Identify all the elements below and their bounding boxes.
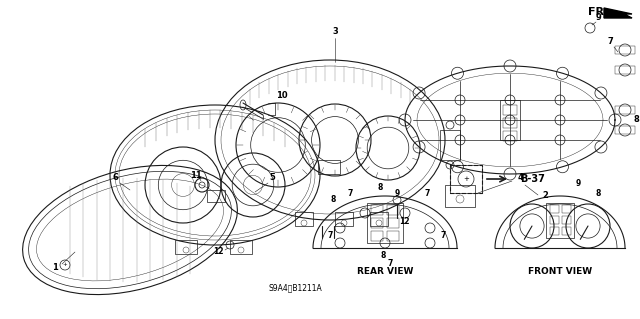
Bar bbox=[503, 131, 517, 141]
Text: +: + bbox=[463, 176, 469, 182]
Text: 10: 10 bbox=[276, 91, 288, 100]
Bar bbox=[445, 185, 475, 207]
Bar bbox=[546, 203, 574, 238]
Bar bbox=[562, 205, 571, 213]
Text: 7: 7 bbox=[348, 189, 353, 197]
Text: 1: 1 bbox=[52, 263, 58, 272]
Text: FRONT VIEW: FRONT VIEW bbox=[528, 268, 592, 277]
Text: 2: 2 bbox=[542, 190, 548, 199]
Text: 7: 7 bbox=[327, 232, 333, 241]
Polygon shape bbox=[604, 8, 632, 18]
Text: 9: 9 bbox=[394, 189, 399, 197]
Bar bbox=[371, 205, 383, 215]
Text: 12: 12 bbox=[399, 218, 409, 226]
Bar bbox=[335, 212, 353, 226]
Text: 7: 7 bbox=[440, 232, 445, 241]
Bar bbox=[615, 46, 635, 54]
Text: 7: 7 bbox=[424, 189, 429, 197]
Bar bbox=[450, 165, 482, 193]
Bar bbox=[615, 126, 635, 134]
Bar bbox=[615, 66, 635, 74]
Text: 8: 8 bbox=[380, 251, 386, 261]
Bar bbox=[371, 231, 383, 241]
Bar bbox=[562, 227, 571, 235]
Text: 6: 6 bbox=[112, 174, 118, 182]
Bar bbox=[503, 118, 517, 128]
Bar bbox=[387, 205, 399, 215]
Bar bbox=[550, 227, 559, 235]
Bar bbox=[450, 165, 482, 193]
Bar bbox=[367, 203, 403, 243]
Bar bbox=[615, 106, 635, 114]
Bar bbox=[500, 100, 520, 140]
Text: 11: 11 bbox=[190, 170, 202, 180]
Text: 5: 5 bbox=[269, 174, 275, 182]
Text: 3: 3 bbox=[332, 27, 338, 36]
Text: 9: 9 bbox=[595, 13, 601, 23]
Text: 8: 8 bbox=[378, 183, 383, 192]
Text: 9: 9 bbox=[575, 179, 580, 188]
Text: 8: 8 bbox=[330, 196, 336, 204]
Bar bbox=[550, 205, 559, 213]
Text: 7: 7 bbox=[387, 258, 393, 268]
Text: 12: 12 bbox=[212, 248, 223, 256]
Bar bbox=[503, 105, 517, 115]
Text: 8: 8 bbox=[595, 189, 601, 197]
Text: FR.: FR. bbox=[588, 7, 609, 17]
Text: +: + bbox=[63, 263, 67, 268]
Text: REAR VIEW: REAR VIEW bbox=[357, 268, 413, 277]
Bar bbox=[387, 218, 399, 228]
Bar bbox=[295, 212, 313, 226]
Bar bbox=[175, 240, 197, 254]
Text: 8: 8 bbox=[633, 115, 639, 124]
Bar bbox=[550, 216, 559, 224]
Bar bbox=[562, 216, 571, 224]
Bar bbox=[370, 212, 388, 226]
Bar bbox=[440, 130, 460, 160]
Bar bbox=[230, 240, 252, 254]
Bar bbox=[371, 218, 383, 228]
Bar bbox=[207, 190, 225, 202]
Text: 4: 4 bbox=[517, 174, 523, 182]
Bar bbox=[318, 160, 340, 174]
Bar bbox=[387, 231, 399, 241]
Text: 7: 7 bbox=[607, 38, 613, 47]
Text: S9A4－B1211A: S9A4－B1211A bbox=[268, 284, 322, 293]
Text: B-37: B-37 bbox=[520, 174, 545, 184]
